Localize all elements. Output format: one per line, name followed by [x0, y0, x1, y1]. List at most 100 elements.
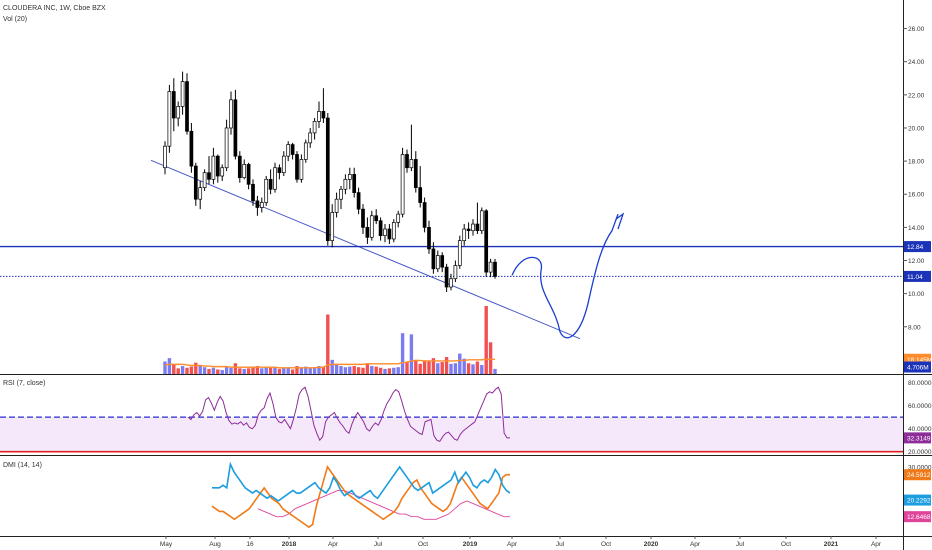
dmi-badge-2-text: 12.6468: [907, 514, 931, 521]
volume-bar-64: [444, 357, 449, 374]
candle-body-44: [356, 192, 361, 210]
volume-bar-45: [361, 367, 365, 374]
candle-body-4: [180, 81, 185, 107]
time-label-15: 2021: [824, 541, 839, 548]
volume-bar-20: [251, 366, 255, 374]
candle-body-2: [171, 91, 176, 119]
volume-bar-54: [400, 333, 405, 374]
rsi-tick-label-3: 20.0000: [908, 449, 932, 456]
candle-body-6: [189, 130, 194, 167]
volume-bar-69: [466, 363, 471, 374]
volume-bar-27: [282, 367, 286, 374]
volume-bar-48: [374, 366, 378, 374]
projection-arrowhead: [615, 212, 625, 230]
price-tick-label-2: 22.00: [908, 92, 925, 99]
candle-body-27: [281, 155, 286, 174]
volume-bar-56: [409, 334, 414, 374]
descending-trendline[interactable]: [150, 159, 581, 340]
volume-bar-59: [422, 360, 427, 374]
volume-bar-3: [176, 368, 180, 374]
volume-bar-16: [233, 363, 238, 374]
price-badge-0-text: 12.84: [907, 244, 924, 251]
volume-bar-68: [462, 358, 466, 374]
volume-bar-33: [308, 367, 312, 374]
time-label-11: 2020: [644, 541, 659, 548]
price-axis[interactable]: 26.00 24.00 22.00 20.00 18.00 16.00 14.00 12.00…: [903, 26, 925, 331]
volume-bar-70: [471, 364, 475, 374]
volume-bar-21: [255, 366, 260, 374]
dmi-tick-label-0: 30.0000: [908, 464, 932, 471]
volume-bar-63: [440, 362, 444, 374]
time-label-1: Aug: [209, 541, 221, 548]
volume-bar-49: [378, 367, 383, 374]
volume-bar-55: [405, 362, 409, 374]
candle-body-13: [220, 167, 225, 177]
volume-bar-13: [220, 370, 224, 374]
time-axis[interactable]: May Aug 16 2018 Apr Jul Oct 2019 Apr Jul Oct 2020 Ap…: [160, 536, 882, 548]
volume-bar-43: [352, 366, 356, 374]
candle-body-35: [317, 111, 321, 122]
horizontal-levels[interactable]: [0, 245, 903, 277]
dmi-badge-0-text: 24.5912: [907, 472, 931, 479]
price-badge-1-bg: [904, 270, 931, 282]
candle-body-23: [264, 178, 269, 203]
plus-di-line: [212, 461, 511, 502]
rsi-band: [0, 417, 903, 452]
volume-bar-34: [312, 367, 317, 374]
candle-body-36: [321, 111, 326, 119]
candle-body-21: [255, 200, 260, 208]
volume-bar-40: [339, 366, 343, 374]
volume-bar-53: [396, 367, 400, 374]
volume-bar-66: [453, 363, 458, 374]
dmi-legend: DMI (14, 14): [3, 460, 42, 471]
rsi-badge-bg: [904, 432, 931, 444]
volume-bar-5: [185, 367, 189, 374]
candle-body-32: [303, 142, 308, 160]
candle-body-54: [400, 154, 405, 215]
volume-bar-36: [321, 366, 326, 374]
candle-body-71: [475, 223, 480, 232]
volume-bar-38: [330, 359, 334, 374]
candle-body-33: [308, 132, 313, 144]
candle-body-39: [334, 198, 339, 213]
volume-bar-11: [211, 367, 216, 374]
price-tick-label-9: 8.00: [908, 324, 921, 331]
volume-bar-24: [268, 367, 273, 374]
rsi-band-fill: [0, 417, 903, 452]
rsi-tick-label-2: 40.0000: [908, 426, 932, 433]
candle-body-7: [193, 165, 198, 200]
volume-bar-26: [277, 368, 282, 374]
candle-body-41: [343, 178, 348, 190]
volume-label: Vol (20): [3, 16, 28, 23]
candle-body-29: [290, 144, 295, 155]
volume-bar-50: [383, 368, 387, 374]
candle-body-74: [488, 261, 493, 273]
dmi-indicator: 30.0000: [211, 461, 932, 529]
candle-body-8: [198, 187, 203, 200]
projection-drawing[interactable]: [511, 212, 625, 339]
volume-bar-60: [427, 361, 431, 374]
volume-bar-14: [224, 367, 229, 374]
volume-bar-23: [264, 366, 268, 374]
time-label-3: 2018: [282, 541, 297, 548]
time-label-4: Apr: [328, 541, 339, 548]
candle-body-12: [215, 155, 220, 177]
candle-body-64: [444, 266, 449, 288]
time-label-2: 16: [246, 541, 254, 548]
symbol-title: CLOUDERA INC, 1W, Cboe BZX: [3, 5, 106, 12]
candle-body-55: [405, 154, 409, 169]
dmi-badge-1-text: 20.2292: [907, 498, 931, 505]
candle-body-26: [277, 167, 282, 174]
candle-body-38: [330, 212, 335, 241]
time-label-5: Jul: [374, 541, 383, 548]
price-tick-label-6: 14.00: [908, 225, 925, 232]
candle-body-28: [286, 144, 291, 157]
candle-body-59: [422, 202, 427, 228]
volume-bar-35: [317, 366, 321, 374]
candle-body-69: [466, 228, 471, 232]
volume-ma-line: [164, 358, 495, 369]
candle-body-24: [268, 178, 273, 190]
volume-badge-0-text: 18.145M: [907, 357, 932, 364]
time-label-12: Apr: [690, 541, 701, 548]
